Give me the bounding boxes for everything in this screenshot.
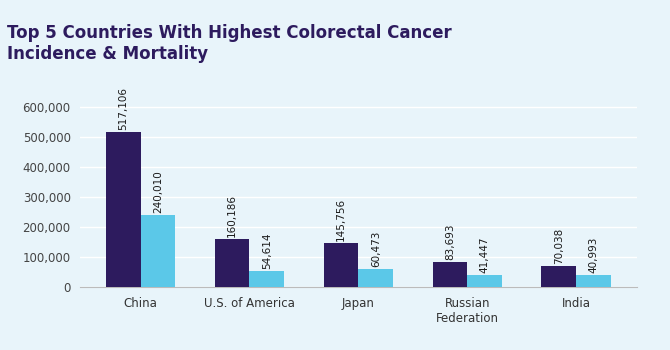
Legend: Cancer Incidence in 2022, Colorectal Cancer Mortality in 2022: Cancer Incidence in 2022, Colorectal Can…	[112, 347, 549, 350]
Bar	[541, 266, 576, 287]
Text: 145,756: 145,756	[336, 198, 346, 242]
Bar	[141, 215, 176, 287]
Bar	[358, 269, 393, 287]
Text: 60,473: 60,473	[371, 231, 381, 267]
Bar	[576, 275, 611, 287]
Text: 517,106: 517,106	[118, 87, 128, 130]
Text: 41,447: 41,447	[480, 236, 490, 273]
Text: 40,993: 40,993	[589, 237, 599, 273]
Text: 83,693: 83,693	[445, 224, 455, 260]
Text: 70,038: 70,038	[554, 228, 564, 264]
Text: 54,614: 54,614	[262, 232, 272, 269]
Bar	[324, 243, 358, 287]
Text: 160,186: 160,186	[227, 194, 237, 237]
Bar	[433, 262, 468, 287]
Bar	[249, 271, 284, 287]
Text: 240,010: 240,010	[153, 170, 163, 213]
Bar	[214, 239, 249, 287]
Bar	[468, 274, 502, 287]
Text: Top 5 Countries With Highest Colorectal Cancer
Incidence & Mortality: Top 5 Countries With Highest Colorectal …	[7, 25, 452, 63]
Bar	[106, 132, 141, 287]
